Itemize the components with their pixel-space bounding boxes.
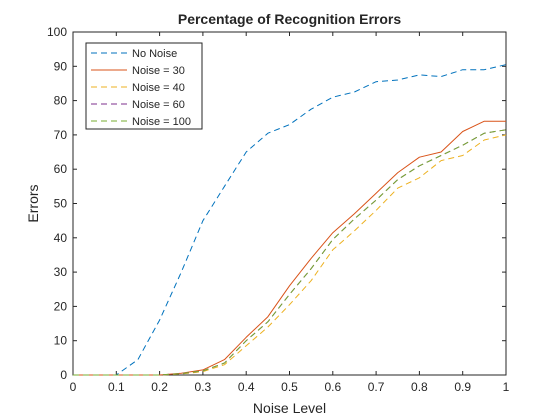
x-tick-label: 0.6 xyxy=(324,380,341,394)
y-tick-label: 40 xyxy=(54,231,68,245)
series-line-no-noise xyxy=(73,64,507,376)
x-tick-label: 0 xyxy=(70,380,77,394)
y-tick-label: 0 xyxy=(60,368,67,382)
y-tick-label: 80 xyxy=(54,94,68,108)
x-tick-label: 0.3 xyxy=(195,380,212,394)
y-tick-label: 50 xyxy=(54,197,68,211)
y-axis: 0 10 20 30 40 50 60 70 80 90 100 xyxy=(47,25,506,382)
x-axis: 0 0.1 0.2 0.3 0.4 0.5 0.6 0.7 0.8 0.9 1 xyxy=(70,32,510,394)
legend-box xyxy=(85,42,203,130)
series-layer xyxy=(73,64,507,376)
x-tick-label: 0.2 xyxy=(151,380,168,394)
y-axis-label: Errors xyxy=(25,184,41,222)
y-tick-label: 20 xyxy=(54,299,68,313)
chart-title: Percentage of Recognition Errors xyxy=(178,11,401,27)
y-tick-label: 90 xyxy=(54,59,68,73)
x-tick-label: 0.5 xyxy=(281,380,298,394)
legend-label: Noise = 40 xyxy=(132,82,185,94)
x-tick-label: 0.8 xyxy=(411,380,428,394)
x-tick-label: 1 xyxy=(503,380,510,394)
series-line-noise-100 xyxy=(73,129,507,376)
y-tick-label: 70 xyxy=(54,128,68,142)
x-tick-label: 0.4 xyxy=(238,380,255,394)
y-tick-label: 100 xyxy=(47,25,67,39)
legend-label: Noise = 100 xyxy=(132,116,191,128)
y-tick-label: 30 xyxy=(54,265,68,279)
legend-label: Noise = 30 xyxy=(132,65,185,77)
x-axis-label: Noise Level xyxy=(253,400,326,416)
x-tick-label: 0.9 xyxy=(454,380,471,394)
legend-label: No Noise xyxy=(132,48,177,60)
y-tick-label: 10 xyxy=(54,334,68,348)
legend-label: Noise = 60 xyxy=(132,99,185,111)
x-tick-label: 0.7 xyxy=(368,380,385,394)
y-tick-label: 60 xyxy=(54,162,68,176)
legend: No Noise Noise = 30 Noise = 40 Noise = 60 No… xyxy=(85,42,203,130)
x-tick-label: 0.1 xyxy=(108,380,125,394)
